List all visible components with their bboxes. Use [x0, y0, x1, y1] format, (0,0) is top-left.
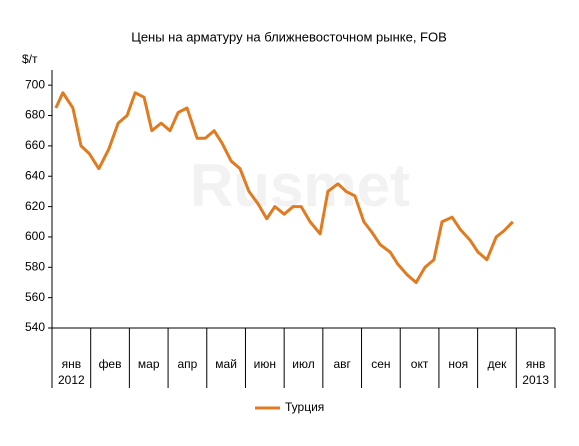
x-tick-label: июн — [254, 357, 276, 371]
x-tick-label: янв — [62, 357, 82, 371]
y-axis-label: $/т — [22, 52, 38, 66]
x-tick-label: июл — [292, 357, 314, 371]
x-tick-label: фев — [99, 357, 122, 371]
year-label: 2012 — [58, 373, 85, 387]
y-tick-label: 680 — [25, 108, 45, 122]
x-tick-label: авг — [333, 357, 351, 371]
x-tick-label: окт — [411, 357, 429, 371]
y-tick-label: 600 — [25, 229, 45, 243]
y-tick-label: 700 — [25, 77, 45, 91]
series-line — [54, 91, 514, 284]
x-tick-label: май — [215, 357, 237, 371]
x-tick-label: апр — [177, 357, 197, 371]
x-tick-label: мар — [138, 357, 160, 371]
y-tick-label: 540 — [25, 320, 45, 334]
watermark: Rusmet — [190, 152, 410, 219]
y-tick-label: 660 — [25, 138, 45, 152]
legend-label: Турция — [285, 400, 324, 414]
x-tick-label: ноя — [448, 357, 468, 371]
y-tick-label: 640 — [25, 168, 45, 182]
x-tick-label: сен — [371, 357, 390, 371]
y-tick-label: 580 — [25, 259, 45, 273]
chart-title: Цены на арматуру на ближневосточном рынк… — [131, 29, 447, 44]
year-label: 2013 — [522, 373, 549, 387]
y-tick-label: 620 — [25, 199, 45, 213]
x-tick-label: янв — [526, 357, 546, 371]
y-tick-label: 560 — [25, 290, 45, 304]
x-tick-label: дек — [487, 357, 507, 371]
